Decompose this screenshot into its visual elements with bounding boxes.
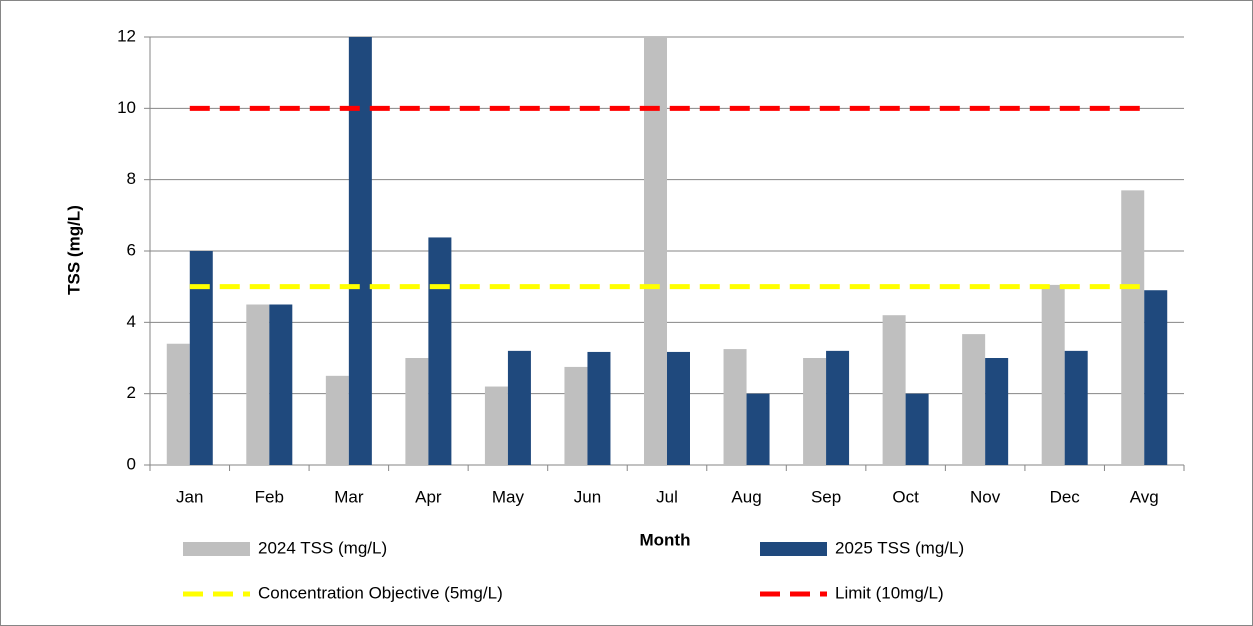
bar [882, 315, 906, 465]
bar [428, 237, 452, 465]
legend-swatch [183, 542, 250, 556]
bar [962, 334, 986, 465]
legend-label: 2025 TSS (mg/L) [835, 538, 964, 557]
x-tick-label: Dec [1050, 487, 1081, 506]
bar [667, 351, 690, 465]
y-tick-label: 0 [127, 454, 136, 473]
y-tick-label: 6 [127, 240, 136, 259]
x-tick-label: Nov [970, 487, 1001, 506]
bar [1144, 290, 1168, 465]
x-tick-label: Jan [176, 487, 203, 506]
bar [166, 343, 190, 465]
x-tick-label: Oct [892, 487, 919, 506]
y-axis-label: TSS (mg/L) [64, 205, 83, 295]
x-tick-label: Avg [1130, 487, 1159, 506]
bar [746, 393, 770, 465]
y-tick-label: 10 [117, 98, 136, 117]
y-tick-label: 12 [117, 26, 136, 45]
legend-swatch [760, 542, 827, 556]
bar [905, 393, 929, 465]
bar [644, 37, 667, 465]
y-tick-label: 2 [127, 383, 136, 402]
bar [803, 358, 827, 465]
bar [269, 304, 293, 465]
x-tick-label: Mar [334, 487, 364, 506]
x-tick-label: Jul [656, 487, 678, 506]
x-tick-label: Aug [731, 487, 761, 506]
bar [1041, 284, 1065, 465]
bar [1064, 350, 1088, 465]
x-tick-label: Apr [415, 487, 442, 506]
bar [189, 251, 213, 465]
bar [246, 304, 270, 465]
bar [1121, 190, 1145, 465]
y-tick-label: 8 [127, 169, 136, 188]
legend-label: Concentration Objective (5mg/L) [258, 583, 503, 602]
bar [325, 375, 349, 465]
legend-label: Limit (10mg/L) [835, 583, 944, 602]
x-tick-label: Feb [255, 487, 284, 506]
bar [985, 358, 1009, 465]
bar [405, 358, 429, 465]
x-tick-label: Sep [811, 487, 841, 506]
x-tick-label: May [492, 487, 525, 506]
bar [507, 350, 531, 465]
bar [826, 350, 850, 465]
bar [484, 386, 508, 465]
x-tick-label: Jun [574, 487, 601, 506]
y-tick-label: 4 [127, 312, 136, 331]
bar [587, 351, 611, 465]
bar [723, 349, 747, 465]
x-axis-label: Month [640, 530, 691, 549]
bar [564, 366, 588, 465]
bar [348, 37, 372, 465]
legend-label: 2024 TSS (mg/L) [258, 538, 387, 557]
